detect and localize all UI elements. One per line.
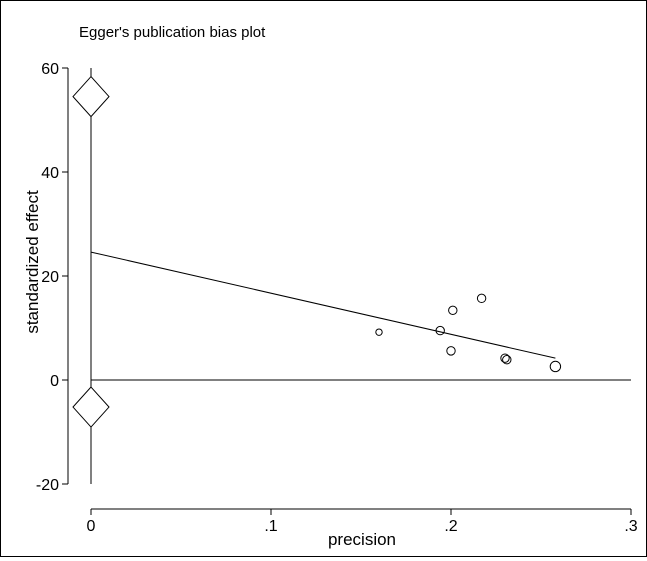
x-tick-label: .2 bbox=[444, 518, 457, 535]
data-point bbox=[375, 328, 383, 336]
regression-line bbox=[90, 251, 556, 359]
x-axis-label: precision bbox=[328, 530, 396, 549]
y-axis-label: standardized effect bbox=[23, 190, 42, 334]
chart-title: Egger's publication bias plot bbox=[79, 24, 266, 41]
data-point bbox=[435, 325, 445, 336]
data-point bbox=[446, 346, 456, 356]
x-tick-label: 0 bbox=[87, 518, 96, 535]
y-tick-label: 40 bbox=[41, 165, 59, 182]
y-tick-label: 60 bbox=[41, 61, 59, 78]
data-point bbox=[500, 353, 510, 363]
y-tick-label: 20 bbox=[41, 269, 59, 286]
ci-diamond-marker bbox=[72, 75, 110, 118]
y-tick-label: 0 bbox=[50, 373, 59, 390]
data-point bbox=[448, 305, 458, 316]
data-point bbox=[476, 293, 487, 304]
x-tick-label: .3 bbox=[624, 518, 637, 535]
x-tick-label: .1 bbox=[264, 518, 277, 535]
axes: -20 0 20 40 60 0 .1 .2 .3 bbox=[36, 61, 638, 535]
plot-marks bbox=[72, 68, 631, 484]
data-point bbox=[549, 360, 562, 373]
y-tick-label: -20 bbox=[36, 477, 59, 494]
data-point bbox=[502, 355, 512, 365]
ci-diamond-marker bbox=[72, 386, 110, 428]
